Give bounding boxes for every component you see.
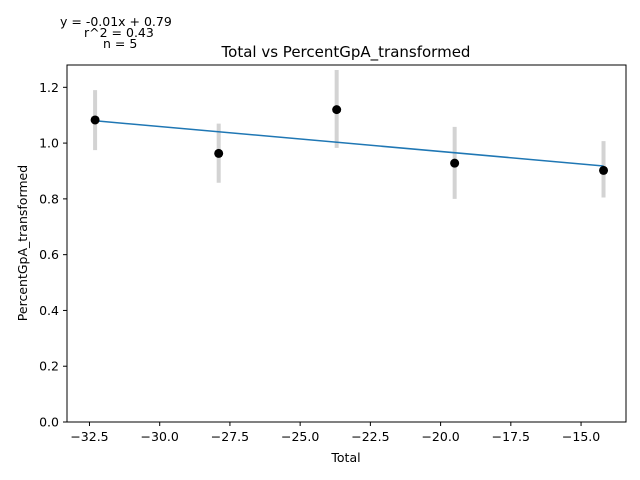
y-tick-label: 0.8 xyxy=(39,191,59,206)
data-point xyxy=(90,115,100,125)
regression-line xyxy=(95,120,604,167)
x-tick-label: −20.0 xyxy=(421,429,459,444)
x-tick-label: −17.5 xyxy=(492,429,530,444)
annotation-equation: y = -0.01x + 0.79 xyxy=(60,14,172,29)
y-tick-label: 1.2 xyxy=(39,80,59,95)
annotation-n: n = 5 xyxy=(103,36,137,51)
data-point xyxy=(450,158,460,168)
plot-area xyxy=(90,70,609,199)
y-axis-label: PercentGpA_transformed xyxy=(15,165,30,321)
annotation-r2: r^2 = 0.43 xyxy=(84,25,154,40)
y-tick-label: 0.2 xyxy=(39,359,59,374)
y-tick-label: 0.4 xyxy=(39,303,59,318)
x-tick-label: −15.0 xyxy=(562,429,600,444)
axes-frame xyxy=(66,64,627,423)
x-tick-label: −30.0 xyxy=(141,429,179,444)
y-tick-label: 1.0 xyxy=(39,136,59,151)
x-tick-label: −25.0 xyxy=(281,429,319,444)
y-axis: 0.0 0.2 0.4 0.6 0.8 1.0 1.2 xyxy=(39,80,67,430)
data-point xyxy=(332,105,342,115)
x-tick-label: −22.5 xyxy=(351,429,389,444)
data-point xyxy=(214,148,224,158)
x-tick-label: −27.5 xyxy=(211,429,249,444)
y-tick-label: 0.0 xyxy=(39,415,59,430)
y-tick-label: 0.6 xyxy=(39,247,59,262)
chart-title: Total vs PercentGpA_transformed xyxy=(221,43,471,62)
x-tick-label: −32.5 xyxy=(70,429,108,444)
data-point xyxy=(599,165,609,175)
x-axis-label: Total xyxy=(330,450,360,465)
x-axis: −32.5 −30.0 −27.5 −25.0 −22.5 −20.0 −17.5 −15.0 xyxy=(70,422,600,444)
